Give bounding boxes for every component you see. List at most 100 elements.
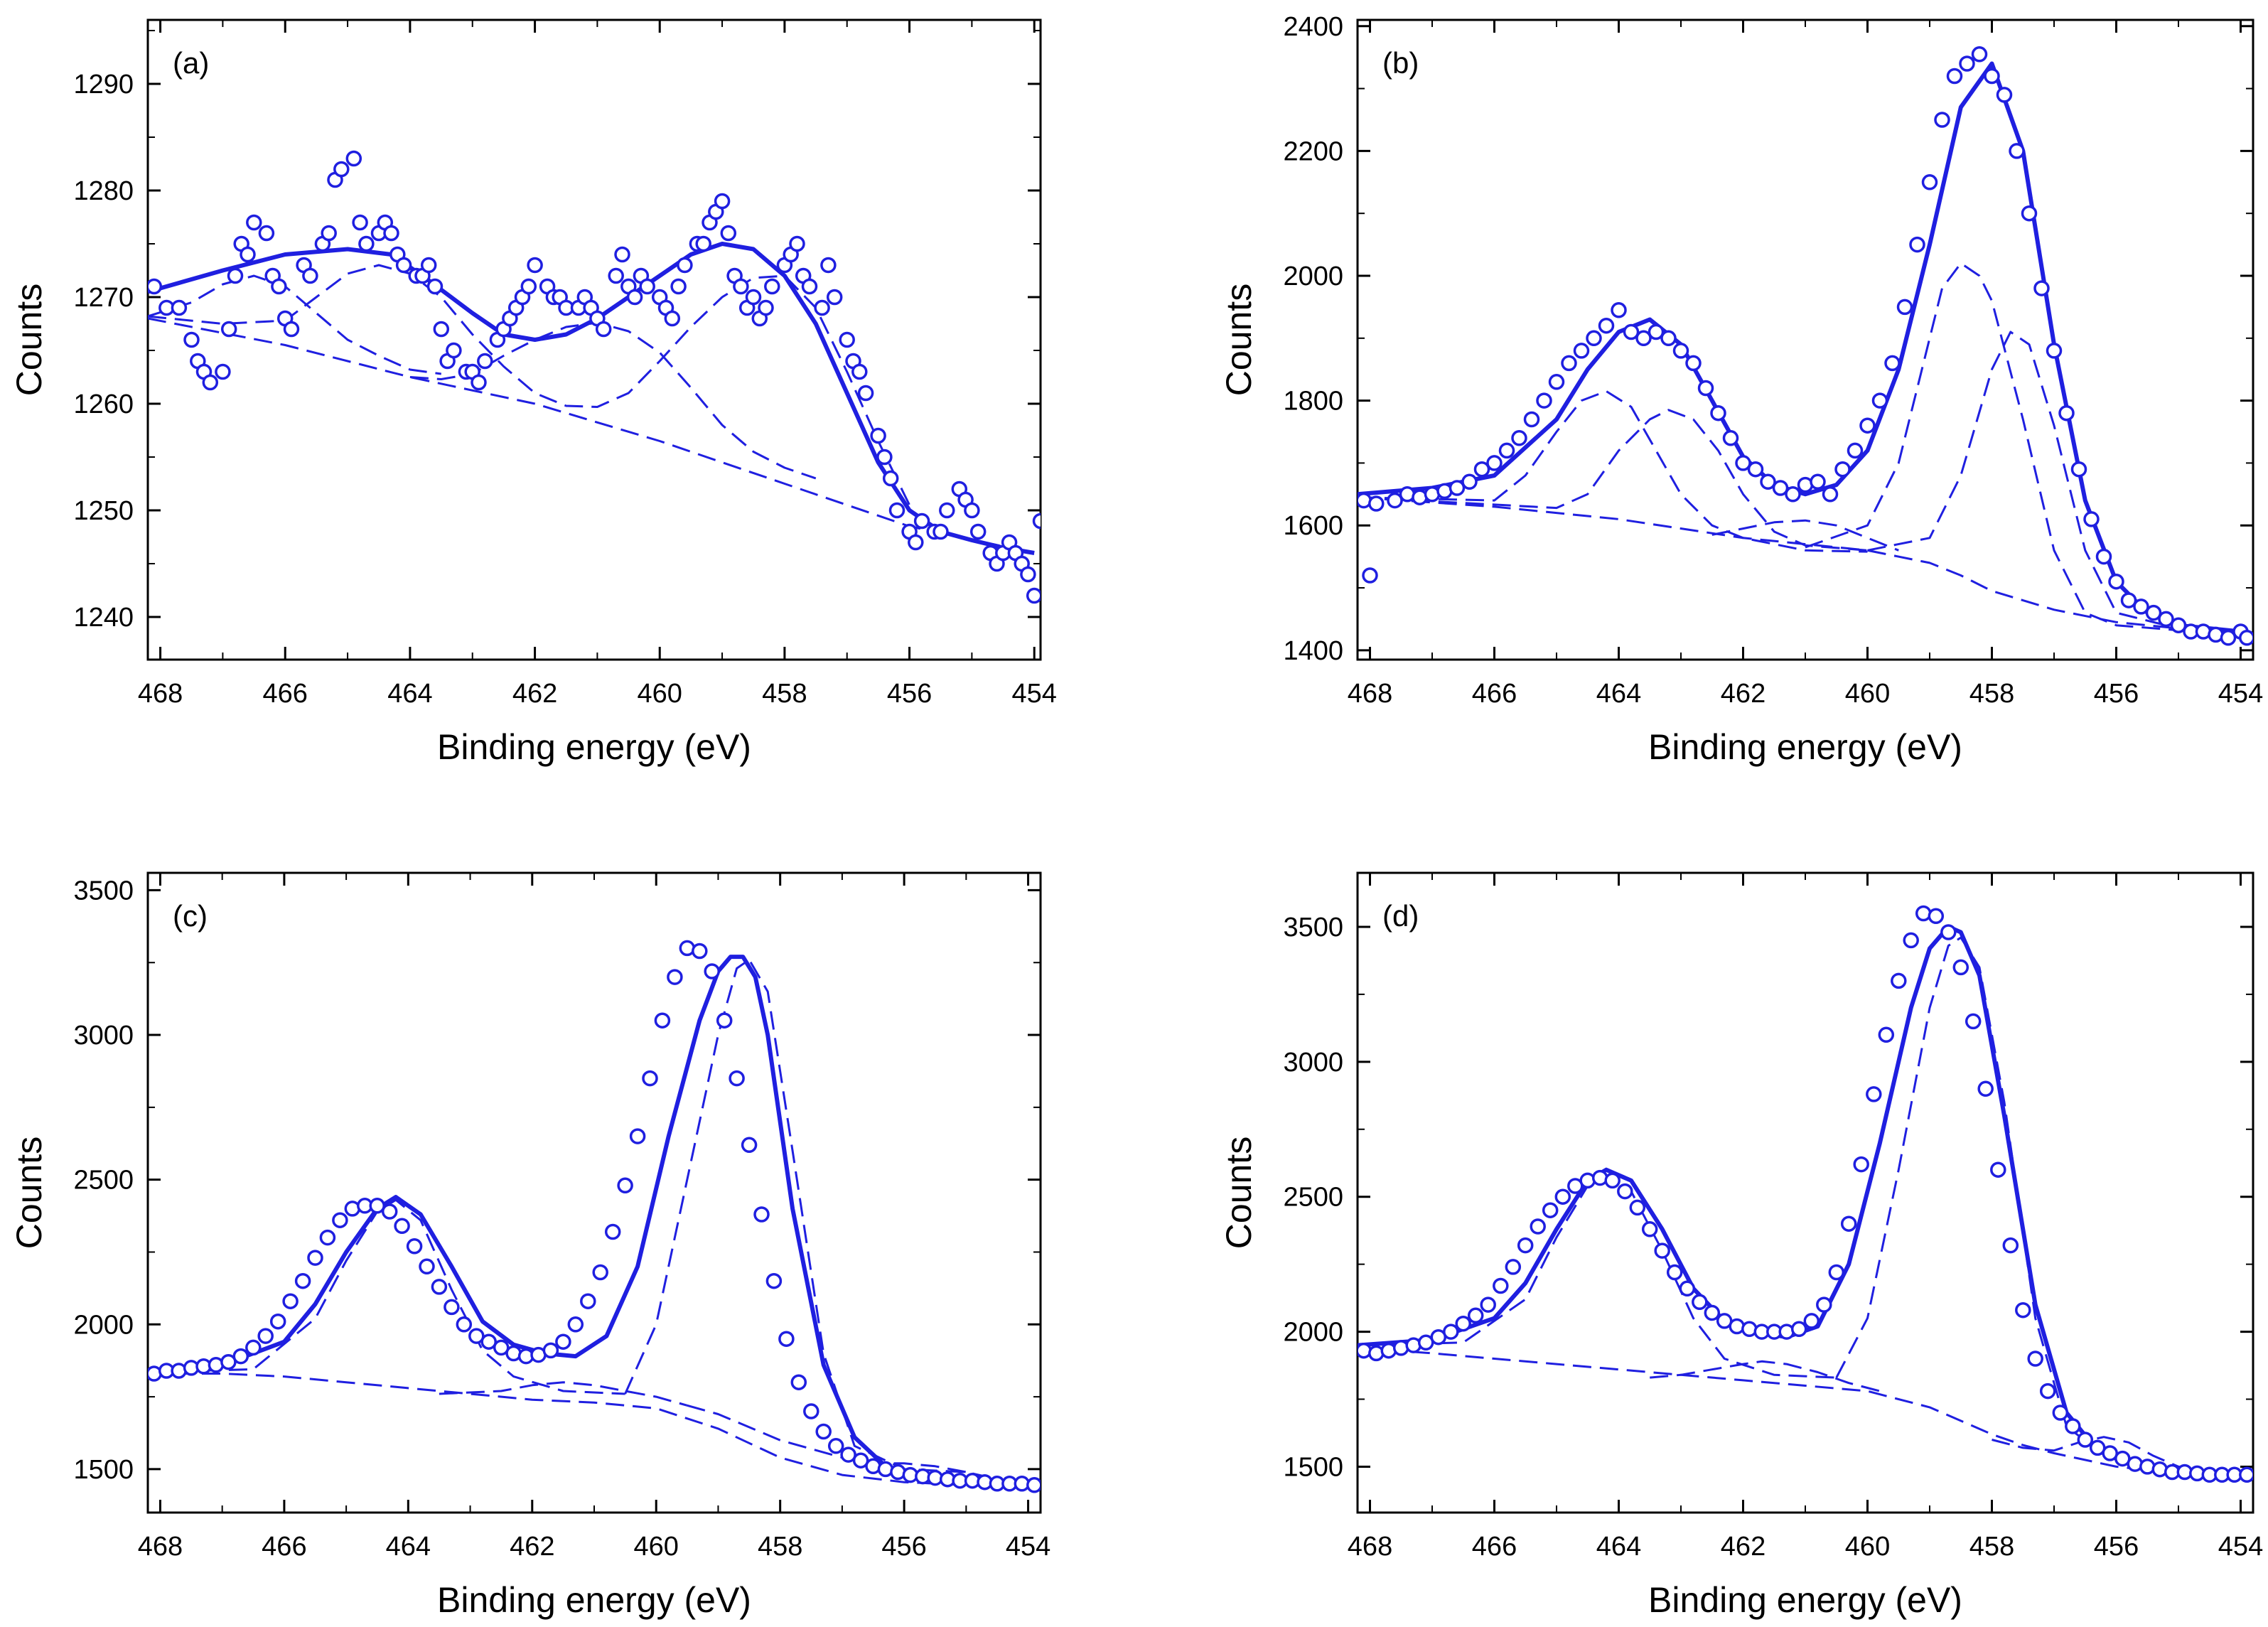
data-point [1871, 392, 1888, 409]
data-point [148, 278, 163, 295]
component-comp-458.5 [624, 958, 1028, 1488]
data-point [1903, 932, 1919, 949]
data-point [2095, 548, 2112, 565]
data-point [1554, 1188, 1571, 1205]
plot-area [1358, 46, 2253, 646]
data-point [269, 1313, 286, 1330]
data-point [1940, 924, 1957, 940]
x-tick-label: 466 [262, 1532, 306, 1562]
data-point [639, 278, 655, 295]
data-point [729, 1070, 745, 1087]
panel-label: (a) [173, 46, 209, 80]
data-point [778, 1331, 795, 1347]
data-point [969, 523, 987, 540]
data-point [1666, 1264, 1683, 1281]
data-point [1909, 236, 1925, 253]
data-point [1722, 430, 1739, 446]
x-tick-label: 454 [1012, 679, 1057, 709]
y-tick-label: 3500 [73, 876, 134, 906]
data-point [333, 161, 350, 178]
fit-envelope [1358, 61, 2241, 634]
y-axis-label: Counts [1219, 284, 1259, 396]
y-tick-label: 3500 [1283, 913, 1343, 943]
data-point [692, 943, 708, 960]
data-point [913, 512, 930, 530]
data-point [704, 963, 720, 979]
data-point [789, 235, 805, 252]
x-tick-label: 458 [1969, 1532, 2014, 1562]
data-point [1020, 566, 1036, 583]
data-point [220, 1353, 237, 1370]
y-tick-label: 2500 [1283, 1183, 1343, 1213]
data-point [714, 193, 731, 210]
x-tick-label: 468 [1348, 679, 1392, 709]
data-point [220, 321, 237, 338]
y-axis-label: Counts [1219, 1137, 1259, 1249]
data-point [1611, 302, 1627, 318]
data-point [1561, 355, 1577, 372]
data-point [302, 267, 318, 284]
data-point [258, 225, 275, 242]
x-tick-label: 466 [1472, 1532, 1517, 1562]
x-tick-label: 468 [1348, 1532, 1392, 1562]
data-point [520, 278, 537, 295]
data-point [542, 1342, 559, 1359]
x-tick-label: 464 [1596, 679, 1641, 709]
data-point [1996, 87, 2013, 103]
data-point [2021, 205, 2038, 222]
data-point [477, 353, 493, 370]
data-point [1990, 1161, 2006, 1178]
x-tick-label: 462 [512, 679, 557, 709]
data-point [677, 257, 693, 274]
data-point [1635, 330, 1652, 347]
component-comp-2 [148, 264, 910, 506]
data-point [456, 1316, 473, 1333]
component-background [148, 317, 1035, 554]
data-point [245, 1339, 262, 1356]
data-point [1977, 1080, 1994, 1097]
data-point [307, 1250, 323, 1266]
x-tick-label: 462 [1721, 1532, 1766, 1562]
y-tick-label: 1240 [73, 603, 134, 633]
x-tick-label: 462 [1721, 679, 1766, 709]
data-point [1803, 1313, 1820, 1329]
data-point [240, 246, 256, 263]
data-point [1511, 430, 1527, 446]
data-point [1617, 1183, 1633, 1200]
x-tick-label: 454 [2218, 679, 2263, 709]
x-tick-label: 456 [2094, 1532, 2139, 1562]
x-tick-label: 468 [138, 679, 183, 709]
y-tick-label: 2200 [1283, 136, 1343, 166]
x-axis-label: Binding energy (eV) [1648, 1580, 1962, 1620]
data-point [352, 214, 368, 231]
data-point [1368, 495, 1385, 512]
data-point [1505, 1259, 1522, 1275]
x-tick-label: 454 [1006, 1532, 1050, 1562]
data-point [1358, 1342, 1372, 1359]
data-point [826, 289, 843, 306]
data-point [870, 427, 886, 444]
data-point [1641, 1221, 1658, 1237]
data-point [733, 278, 749, 295]
plot-frame [1356, 18, 2254, 661]
data-point [1517, 1237, 1534, 1254]
data-point [1679, 1280, 1696, 1297]
data-point [1984, 68, 2000, 85]
data-point [345, 150, 362, 167]
plot-frame [1356, 871, 2254, 1514]
data-point [642, 1070, 658, 1087]
data-point [395, 257, 412, 274]
data-point [857, 385, 874, 402]
data-point [1760, 473, 1776, 490]
y-tick-label: 3000 [73, 1021, 134, 1051]
component-shirley-background [148, 1373, 1028, 1488]
x-tick-label: 464 [1596, 1532, 1641, 1562]
data-point [358, 235, 375, 252]
data-point [1648, 323, 1665, 340]
data-point [419, 1258, 435, 1275]
data-point [332, 1212, 348, 1228]
data-point [2033, 280, 2050, 296]
data-point [446, 342, 462, 359]
data-point [1672, 343, 1689, 359]
data-point [1467, 1307, 1484, 1324]
